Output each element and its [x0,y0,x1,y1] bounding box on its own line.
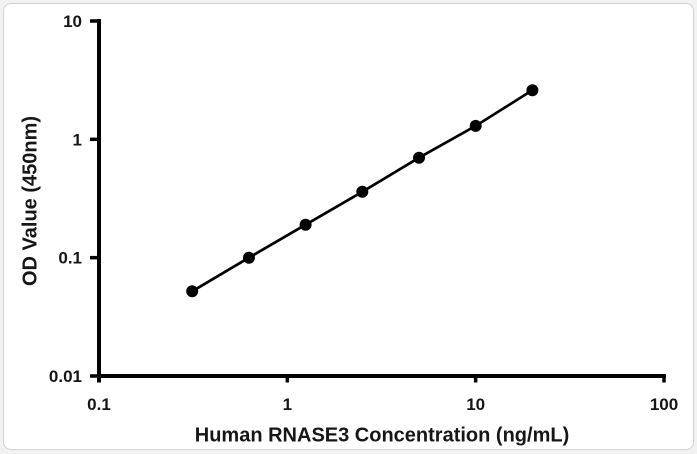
x-axis-title: Human RNASE3 Concentration (ng/mL) [194,424,570,447]
x-tick-label: 0.1 [87,395,111,414]
data-point [413,151,425,164]
y-tick-label: 10 [63,12,82,31]
y-tick-label: 1 [73,130,82,149]
data-point [469,119,482,132]
data-point [186,285,199,298]
data-point [242,251,255,264]
y-axis-title: OD Value (450nm) [19,115,42,287]
data-point [299,218,312,231]
data-point [356,185,369,198]
x-tick-label: 100 [650,395,678,414]
data-point [526,84,539,97]
y-tick-label: 0.01 [49,367,82,386]
elisa-standard-curve-plot: 0.1 1 10 100 0.01 0.1 1 10 [49,12,678,414]
chart-card: 0.1 1 10 100 0.01 0.1 1 10 OD Value (450nm) Hum… [3,3,694,450]
x-tick-label: 1 [283,395,292,414]
y-tick-label: 0.1 [58,249,82,268]
x-tick-label: 10 [466,395,485,414]
